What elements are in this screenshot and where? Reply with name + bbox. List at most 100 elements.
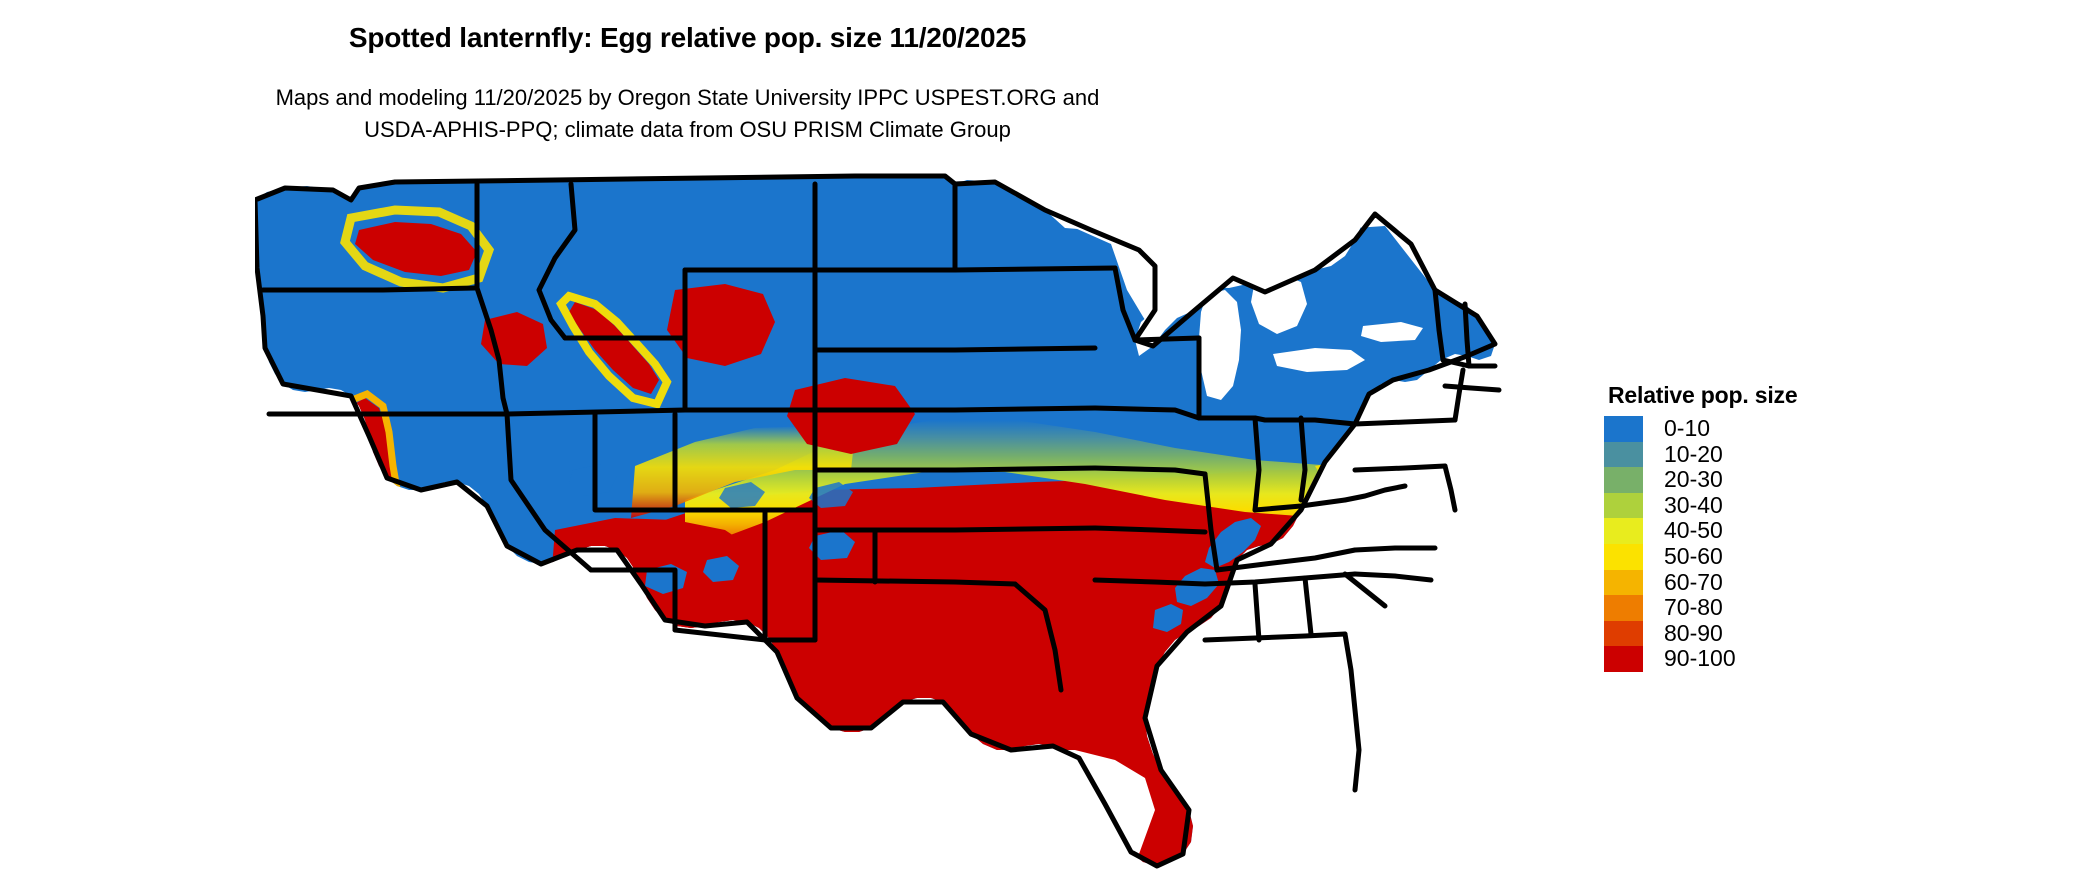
border-nd-sd bbox=[812, 345, 1098, 353]
border-mn-wi-north bbox=[1112, 265, 1138, 343]
raster-transition-band bbox=[685, 420, 1485, 552]
legend-item: 10-20 bbox=[1604, 440, 1924, 468]
border-nv-ut bbox=[592, 411, 678, 513]
border-pa-north bbox=[1352, 417, 1458, 427]
legend-item: 80-90 bbox=[1604, 619, 1924, 647]
border-vt-nh bbox=[1462, 301, 1472, 369]
raster-low-appalachia bbox=[1205, 518, 1261, 568]
figure-subtitle: Maps and modeling 11/20/2025 by Oregon S… bbox=[0, 82, 1375, 146]
lake-huron bbox=[1251, 274, 1307, 334]
lake-michigan bbox=[1199, 290, 1241, 400]
border-az-nv-ca bbox=[588, 567, 678, 633]
border-nv-ca bbox=[504, 411, 594, 573]
legend-item-label: 30-40 bbox=[1664, 491, 1723, 518]
border-in-oh bbox=[1298, 415, 1308, 503]
border-nc-va bbox=[1352, 545, 1438, 553]
border-il-in bbox=[1252, 415, 1262, 513]
raster-low-smokies bbox=[1153, 604, 1183, 632]
border-ia-mo bbox=[1092, 465, 1208, 477]
raster-low-desert-hole-3 bbox=[809, 530, 855, 560]
border-md-va bbox=[1442, 463, 1458, 513]
raster-high-columbia bbox=[355, 222, 477, 276]
legend-color-swatch bbox=[1604, 518, 1643, 544]
border-ny-vt bbox=[1432, 287, 1446, 363]
border-mo-il-ky bbox=[1202, 471, 1220, 573]
legend-item: 60-70 bbox=[1604, 568, 1924, 596]
legend-item: 20-30 bbox=[1604, 467, 1924, 493]
border-mo-ar bbox=[1092, 525, 1208, 535]
border-nc-sc bbox=[1352, 571, 1434, 583]
national-outline bbox=[255, 173, 1498, 869]
legend-item: 70-80 bbox=[1604, 595, 1924, 621]
raster-high-socal bbox=[403, 566, 625, 656]
border-ky-tn bbox=[1214, 547, 1358, 573]
border-ga-sc bbox=[1342, 571, 1388, 609]
raster-low-blue-ridge bbox=[1175, 568, 1219, 606]
legend-color-swatch bbox=[1604, 620, 1643, 647]
us-map-svg bbox=[255, 170, 1585, 885]
border-ok-tx bbox=[812, 577, 1018, 587]
legend-item-label: 80-90 bbox=[1664, 619, 1723, 646]
border-nd-mn bbox=[952, 265, 1118, 273]
legend-color-swatch bbox=[1604, 569, 1643, 596]
legend-item-label: 60-70 bbox=[1664, 568, 1723, 595]
border-mn-ia bbox=[1092, 405, 1202, 421]
lake-erie bbox=[1273, 348, 1365, 372]
legend-color-swatch bbox=[1604, 543, 1643, 570]
legend-item: 40-50 bbox=[1604, 518, 1924, 544]
subtitle-line-1: Maps and modeling 11/20/2025 by Oregon S… bbox=[275, 85, 1100, 110]
border-or-id bbox=[474, 285, 510, 417]
legend-color-swatch bbox=[1604, 646, 1643, 672]
legend-item-label: 40-50 bbox=[1664, 517, 1723, 544]
legend-item-label: 20-30 bbox=[1664, 466, 1723, 493]
mexico-mask bbox=[255, 690, 775, 885]
border-sd-ne bbox=[812, 405, 1098, 413]
legend-item-label: 50-60 bbox=[1664, 542, 1723, 569]
raster-high-long-island bbox=[1459, 392, 1495, 410]
legend-item: 90-100 bbox=[1604, 646, 1924, 672]
legend-title: Relative pop. size bbox=[1608, 382, 1798, 408]
pacific-ocean bbox=[255, 470, 435, 730]
subtitle-line-2: USDA-APHIS-PPQ; climate data from OSU PR… bbox=[364, 117, 1011, 142]
border-in-oh-north bbox=[1262, 417, 1358, 427]
border-tn-ms-al bbox=[1202, 571, 1358, 587]
border-ny-ct bbox=[1452, 367, 1466, 423]
legend-item-label: 90-100 bbox=[1664, 645, 1736, 672]
legend-item-label: 70-80 bbox=[1664, 594, 1723, 621]
border-fl-ga bbox=[1342, 631, 1362, 793]
border-in-ky bbox=[1252, 497, 1348, 513]
border-al-fl bbox=[1202, 631, 1348, 643]
state-boundaries bbox=[255, 173, 1502, 869]
legend-item-label: 10-20 bbox=[1664, 440, 1723, 467]
legend-color-swatch bbox=[1604, 416, 1643, 442]
border-oh-wv bbox=[1342, 483, 1408, 503]
border-wi-south-approx bbox=[1132, 335, 1202, 343]
raster-high-utah bbox=[667, 284, 775, 366]
legend-item: 0-10 bbox=[1604, 415, 1924, 442]
page-title: Spotted lanternfly: Egg relative pop. si… bbox=[348, 22, 1027, 53]
legend-color-swatch bbox=[1604, 467, 1643, 493]
border-ks-ok bbox=[812, 525, 1098, 533]
border-pa-south bbox=[1352, 463, 1448, 473]
gulf-of-mexico bbox=[765, 730, 1155, 878]
border-ne-ks bbox=[812, 465, 1098, 473]
border-ms-al bbox=[1252, 581, 1262, 643]
legend-items: 0-10 10-20 20-30 30-40 40-50 50-60 60-70 70-80 8… bbox=[1604, 415, 1924, 672]
raster-low-desert-hole-2 bbox=[703, 556, 739, 582]
legend-item-label: 0-10 bbox=[1664, 415, 1711, 441]
lake-ontario bbox=[1361, 322, 1423, 342]
border-az-nm-south bbox=[672, 627, 818, 643]
choropleth-map bbox=[255, 170, 1585, 885]
raster-low-plains-hole-1 bbox=[809, 482, 853, 508]
raster-low-plains-hole-2 bbox=[719, 482, 765, 508]
legend-item: 30-40 bbox=[1604, 491, 1924, 519]
legend-color-swatch bbox=[1604, 492, 1643, 519]
border-wa-or bbox=[260, 285, 480, 293]
border-tx-la bbox=[1012, 581, 1064, 693]
legend-item: 50-60 bbox=[1604, 542, 1924, 570]
atlantic-ocean bbox=[1215, 566, 1585, 885]
border-al-ga bbox=[1302, 575, 1314, 637]
legend-color-swatch bbox=[1604, 441, 1643, 468]
legend-color-swatch bbox=[1604, 595, 1643, 621]
